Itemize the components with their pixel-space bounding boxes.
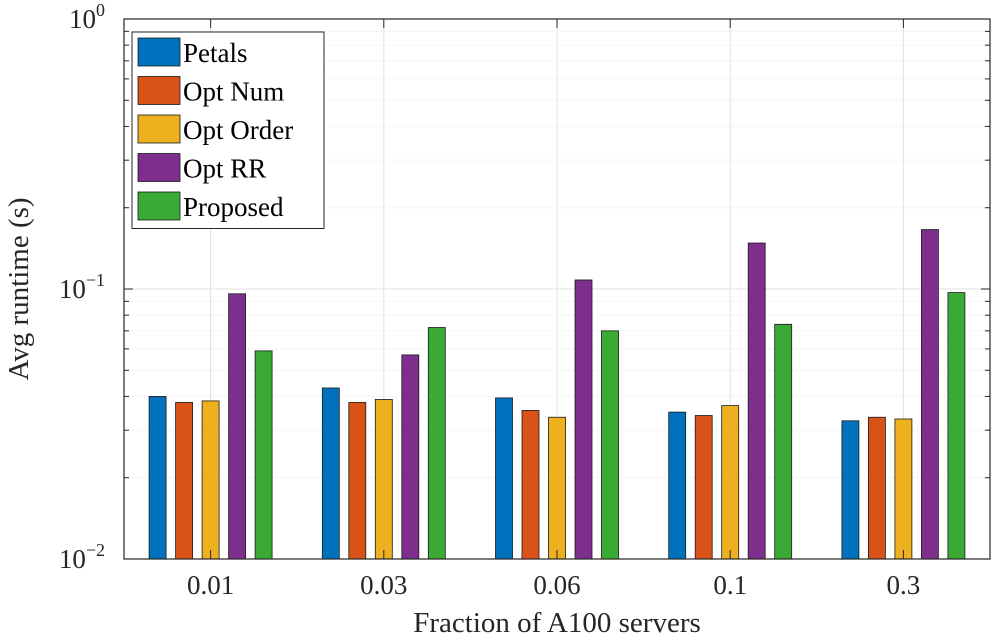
y-tick-base: 10: [69, 4, 96, 34]
legend: Petals Opt Num Opt Order Opt RR Proposed: [131, 31, 325, 229]
bar-opt-num-0.06: [521, 410, 540, 560]
y-tick-base: 10: [59, 274, 86, 304]
y-tick-label: 10−1: [59, 270, 105, 304]
bar-opt-order-0.1: [721, 405, 740, 560]
bars: [148, 229, 966, 560]
bar-opt-num-0.1: [694, 415, 713, 560]
y-tick-exponent: 0: [96, 0, 105, 20]
bar-proposed-0.1: [774, 323, 793, 560]
bar-petals-0.06: [495, 397, 513, 560]
legend-swatch-opt-rr: [137, 153, 181, 182]
legend-swatch-petals: [137, 37, 181, 67]
bar-proposed-0.03: [427, 327, 446, 560]
bar-opt-rr-0.01: [228, 293, 247, 560]
y-tick-exponent: −1: [86, 270, 105, 290]
bar-opt-num-0.03: [348, 402, 367, 560]
legend-label: Proposed: [183, 192, 284, 222]
legend-swatch-opt-num: [137, 76, 181, 105]
bar-opt-num-0.3: [868, 416, 886, 560]
x-tick-label: 0.01: [187, 570, 234, 600]
bar-petals-0.3: [841, 420, 860, 560]
bar-proposed-0.3: [947, 292, 966, 560]
legend-swatch-opt-order: [137, 114, 181, 144]
x-tick-label: 0.3: [887, 570, 921, 600]
bar-proposed-0.01: [254, 350, 273, 560]
y-tick-exponent: −2: [86, 540, 105, 560]
axis-ticks: [124, 18, 990, 560]
bar-opt-order-0.06: [548, 416, 566, 560]
y-tick-label: 100: [69, 0, 105, 34]
bar-opt-order-0.01: [201, 400, 220, 560]
x-tick-label: 0.03: [360, 570, 407, 600]
legend-label: Petals: [183, 38, 248, 68]
bar-petals-0.03: [321, 387, 340, 560]
bar-proposed-0.06: [601, 330, 619, 560]
bar-petals-0.1: [668, 411, 687, 560]
x-tick-label: 0.1: [713, 570, 747, 600]
legend-label: Opt Num: [183, 77, 284, 107]
bar-opt-rr-0.1: [747, 242, 766, 560]
y-tick-label: 10−2: [59, 540, 105, 574]
bar-opt-order-0.3: [894, 418, 913, 560]
y-tick-base: 10: [59, 544, 86, 574]
bar-opt-order-0.03: [374, 399, 393, 560]
x-tick-label: 0.06: [533, 570, 580, 600]
x-axis-label: Fraction of A100 servers: [413, 607, 701, 639]
bar-opt-num-0.01: [175, 402, 194, 560]
bar-opt-rr-0.06: [574, 279, 593, 560]
y-axis-label: Avg runtime (s): [3, 197, 35, 380]
legend-label: Opt Order: [183, 115, 293, 145]
legend-swatch-proposed: [137, 191, 181, 221]
bar-opt-rr-0.3: [921, 229, 939, 560]
legend-label: Opt RR: [183, 154, 266, 184]
bar-opt-rr-0.03: [401, 354, 420, 560]
bar-petals-0.01: [148, 396, 167, 560]
